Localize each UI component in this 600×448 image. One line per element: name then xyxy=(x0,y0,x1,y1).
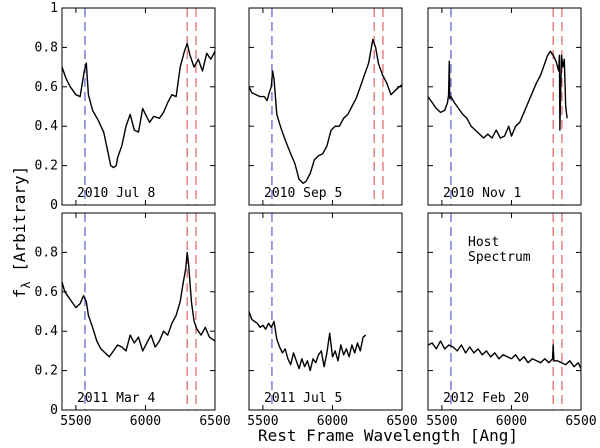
panel-4: 2011 Mar 4 0 0.2 0.4 0.6 0.8 5500 6000 6500 xyxy=(35,212,231,429)
spectrum-line xyxy=(248,311,367,372)
y-tick-label: 0.2 xyxy=(35,159,58,174)
y-tick-label: 0 xyxy=(50,198,58,213)
y-axis-label-main: f xyxy=(10,289,29,299)
panel-date-label: 2012 Feb 20 xyxy=(443,391,529,406)
panel-frame xyxy=(248,7,403,206)
spectrum-line xyxy=(248,38,403,185)
x-tick-label: 5500 xyxy=(426,414,457,429)
panel-3: 2010 Nov 1 xyxy=(427,7,582,206)
y-tick-label: 0.4 xyxy=(35,324,59,339)
y-tick-label: 0.6 xyxy=(35,80,58,95)
panel-2: 2010 Sep 5 xyxy=(248,7,403,206)
y-tick-label: 0 xyxy=(50,403,58,418)
y-tick-label: 0.4 xyxy=(35,119,59,134)
x-axis-label: Rest Frame Wavelength [Ang] xyxy=(258,426,518,445)
panel-6: 2012 Feb 20 Host Spectrum 5500 6000 6500 xyxy=(426,212,597,429)
spectrum-line xyxy=(61,251,216,358)
panel-frame xyxy=(248,212,403,411)
y-axis-label-unit: [Arbitrary] xyxy=(10,166,29,282)
y-tick-label: 0.8 xyxy=(35,40,58,55)
annotation-line: Host xyxy=(468,235,499,250)
x-tick-label: 6000 xyxy=(317,414,348,429)
panel-date-label: 2010 Jul 8 xyxy=(77,186,155,201)
panel-frame xyxy=(61,7,216,206)
x-tick-label: 6000 xyxy=(496,414,527,429)
x-tick-label: 6000 xyxy=(130,414,161,429)
x-tick-label: 5500 xyxy=(60,414,91,429)
panel-5: 2011 Jul 5 5500 6000 6500 xyxy=(247,212,418,429)
svg-text:fλ [Arbitrary]: fλ [Arbitrary] xyxy=(10,166,33,298)
annotation-line: Spectrum xyxy=(468,250,531,265)
x-tick-label: 5500 xyxy=(247,414,278,429)
y-axis-label: fλ [Arbitrary] xyxy=(10,166,33,298)
y-axis-label-subscript: λ xyxy=(19,281,33,288)
y-tick-label: 1 xyxy=(50,1,58,16)
y-tick-label: 0.6 xyxy=(35,285,58,300)
x-tick-label: 6500 xyxy=(565,414,596,429)
spectrum-line xyxy=(61,42,216,169)
y-tick-label: 0.2 xyxy=(35,364,58,379)
panel-date-label: 2010 Nov 1 xyxy=(443,186,521,201)
x-tick-label: 6500 xyxy=(199,414,230,429)
x-tick-label: 6500 xyxy=(386,414,417,429)
panel-date-label: 2011 Jul 5 xyxy=(264,391,342,406)
panel-date-label: 2011 Mar 4 xyxy=(77,391,155,406)
panel-date-label: 2010 Sep 5 xyxy=(264,186,342,201)
panel-frame xyxy=(427,212,582,411)
panel-frame xyxy=(61,212,216,411)
spectrum-line xyxy=(427,340,582,369)
panel-1: 2010 Jul 8 0 0.2 0.4 0.6 0.8 1 xyxy=(35,1,216,213)
panel-frame xyxy=(427,7,582,206)
spectrum-line xyxy=(427,50,568,139)
y-tick-label: 0.8 xyxy=(35,245,58,260)
panel-grid: 2010 Jul 8 0 0.2 0.4 0.6 0.8 1 2010 Sep 5 2010 N… xyxy=(35,1,597,429)
panel-annotation: Host Spectrum xyxy=(468,235,531,265)
